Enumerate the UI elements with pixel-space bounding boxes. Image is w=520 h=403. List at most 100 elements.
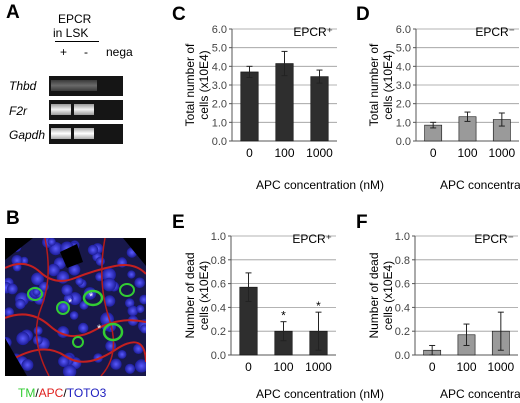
- nucleus: [16, 331, 30, 346]
- chart-f-ylabel-line: cells (x10E4): [381, 261, 395, 330]
- gel-lane-minus: -: [84, 45, 88, 59]
- gel-header-underline: [55, 41, 99, 42]
- chart-c-ytick-label: 0.0: [212, 136, 227, 148]
- chart-e-ytick-label: 0.2: [211, 326, 226, 338]
- gel-strip-f2r: [49, 100, 123, 120]
- nucleus: [103, 295, 116, 307]
- chart-d-ytick-label: 6.0: [396, 24, 411, 36]
- chart-e-ytick-label: 0.4: [211, 302, 226, 314]
- gel-band-f2r-plus: [51, 104, 71, 115]
- chart-d-ytick-label: 0.0: [396, 136, 411, 148]
- gel-band-thbd: [51, 80, 97, 91]
- nucleus: [61, 284, 73, 296]
- chart-c-title: EPCR⁺: [293, 25, 333, 39]
- nucleus: [31, 272, 44, 286]
- chart-c-category-label: 1000: [306, 146, 333, 160]
- chart-c-panel-letter: C: [172, 4, 186, 25]
- nucleus: [5, 307, 14, 317]
- chart-f-title: EPCR⁻: [474, 232, 514, 246]
- chart-e-category-label: 0: [245, 360, 252, 374]
- nucleus: [62, 364, 77, 376]
- chart-f-panel-letter: F: [356, 212, 368, 233]
- chart-d-xlabel: APC concentration (nM): [440, 178, 520, 192]
- chart-d-category-label: 1000: [488, 146, 515, 160]
- chart-c-ylabel-line: Total number of: [183, 43, 197, 126]
- chart-d-ytick-label: 4.0: [396, 61, 411, 73]
- micro-star-3: *: [97, 323, 102, 335]
- nucleus: [47, 238, 56, 246]
- chart-f-ytick-label: 0.6: [395, 279, 410, 291]
- stain-sep-1: /: [35, 386, 39, 400]
- gel-band-f2r-minus: [74, 104, 94, 115]
- micrograph-caption: TM/APC/TOTO3: [18, 386, 106, 400]
- chart-e-significance-star: *: [316, 299, 321, 313]
- nucleus: [117, 350, 127, 359]
- nucleus: [58, 355, 70, 368]
- chart-e-ytick-label: 0.6: [211, 279, 226, 291]
- stain-sep-2: /: [63, 386, 67, 400]
- chart-c-category-label: 0: [246, 146, 253, 160]
- nucleus: [139, 294, 146, 305]
- gene-label-gapdh: Gapdh: [9, 128, 46, 142]
- nucleus: [78, 322, 89, 334]
- nucleus: [68, 263, 81, 276]
- chart-d-ytick-label: 2.0: [396, 99, 411, 111]
- chart-d-ylabel-line: Total number of: [367, 43, 381, 126]
- nucleus: [21, 359, 34, 371]
- nucleus: [134, 359, 146, 373]
- nucleus: [69, 311, 79, 320]
- nucleus: [134, 277, 145, 289]
- nucleus: [20, 256, 29, 265]
- chart-f-ytick-label: 0.2: [395, 326, 410, 338]
- chart-f-category-label: 100: [456, 360, 476, 374]
- gene-label-f2r: F2r: [9, 104, 27, 118]
- nucleus: [102, 277, 116, 292]
- chart-f-category-label: 1000: [487, 360, 514, 374]
- chart-c-ytick-label: 2.0: [212, 99, 227, 111]
- chart-c-ylabel-line: cells (x10E4): [197, 50, 211, 119]
- nucleus: [87, 244, 99, 256]
- gel-strip-gapdh: [49, 124, 123, 144]
- gene-label-thbd: Thbd: [9, 79, 37, 93]
- stain-apc: APC: [38, 386, 64, 400]
- chart-d-ytick-label: 5.0: [396, 43, 411, 55]
- gel-strip-thbd: [49, 76, 123, 96]
- nucleus: [136, 304, 145, 314]
- chart-e-panel-letter: E: [172, 212, 185, 233]
- chart-e-ytick-label: 0.8: [211, 255, 226, 267]
- gel-band-gapdh-minus: [74, 128, 94, 139]
- chart-e-ylabel-line: cells (x10E4): [197, 261, 211, 330]
- chart-c-ytick-label: 6.0: [212, 24, 227, 36]
- stain-toto: TOTO3: [66, 386, 107, 400]
- nucleus: [15, 298, 26, 310]
- chart-f-ytick-label: 1.0: [395, 231, 410, 243]
- gel-header-line1: EPCR: [58, 12, 92, 26]
- nucleus: [127, 305, 139, 317]
- nucleus: [47, 263, 60, 277]
- chart-c-ytick-label: 4.0: [212, 61, 227, 73]
- chart-c-xlabel: APC concentration (nM): [256, 178, 384, 192]
- chart-e-category-label: 1000: [305, 360, 332, 374]
- chart-e-title: EPCR⁺: [292, 232, 332, 246]
- panel-letter-a: A: [6, 2, 20, 23]
- chart-e-ylabel-line: Number of dead: [183, 252, 197, 338]
- panel-letter-b: B: [6, 208, 20, 229]
- chart-e-category-label: 100: [273, 360, 293, 374]
- chart-d-ylabel-line: cells (x10E4): [381, 50, 395, 119]
- chart-c-ytick-label: 1.0: [212, 117, 227, 129]
- nucleus: [32, 335, 43, 345]
- micro-star-2: *: [89, 291, 94, 303]
- chart-f-category-label: 0: [429, 360, 436, 374]
- chart-f-ytick-label: 0.4: [395, 302, 410, 314]
- nucleus: [124, 363, 136, 374]
- chart-c-bar: [310, 76, 329, 142]
- gel-header-line2: in LSK: [53, 26, 89, 40]
- chart-d-ytick-label: 1.0: [396, 117, 411, 129]
- chart-f-ytick-label: 0.8: [395, 255, 410, 267]
- chart-e-xlabel: APC concentration (nM): [256, 387, 384, 401]
- micrograph-art: * * *: [5, 238, 146, 376]
- chart-d-title: EPCR⁻: [475, 25, 515, 39]
- nucleus: [75, 277, 84, 286]
- nucleus: [6, 283, 18, 295]
- chart-d-ytick-label: 3.0: [396, 80, 411, 92]
